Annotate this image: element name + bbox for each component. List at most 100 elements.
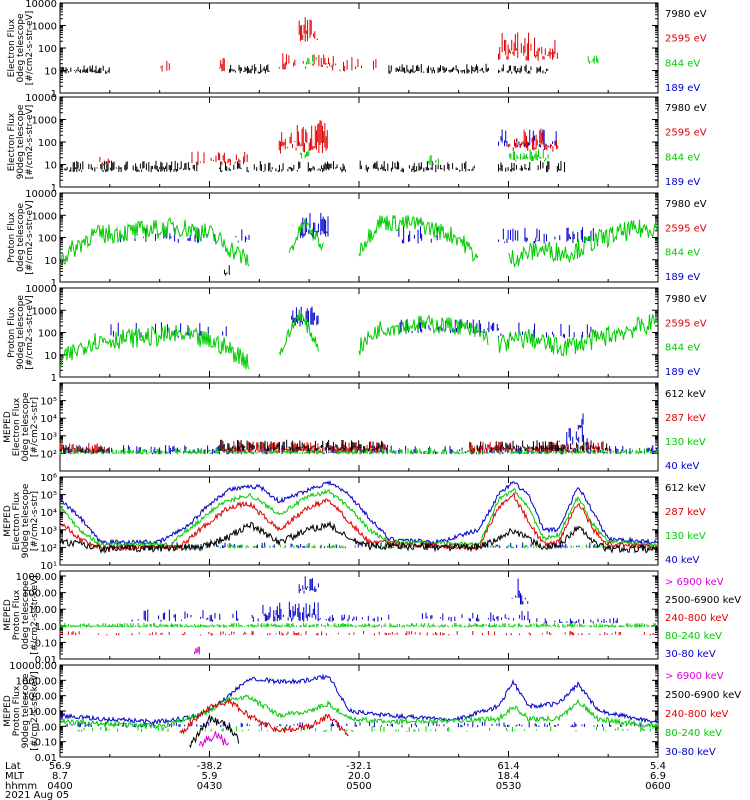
y-tick-label: 100 xyxy=(38,234,57,245)
y-tick-label: 10000 xyxy=(25,189,57,200)
panel-frame xyxy=(59,570,659,660)
series-line xyxy=(59,520,659,554)
legend-entry: 2595 eV xyxy=(665,128,707,139)
y-tick-label: 1000 xyxy=(32,211,57,222)
x-tick-label: 8.7 xyxy=(52,771,68,782)
y-axis-label: MEPED xyxy=(3,411,13,443)
x-row-label: hhmm xyxy=(5,781,37,792)
y-tick-label: 100 xyxy=(38,329,57,340)
y-tick-label: 10 xyxy=(44,161,57,172)
legend-entry: 30-80 keV xyxy=(665,747,716,758)
legend-entry: 2500-6900 keV xyxy=(665,595,741,606)
y-tick-label: 10⁶ xyxy=(40,473,57,484)
y-tick-label: 100 xyxy=(38,138,57,149)
y-axis-label: [#/cm2-s-str-keV] xyxy=(30,671,40,750)
x-tick-label: -38.2 xyxy=(197,761,223,772)
y-axis-label: 0deg telescope xyxy=(21,580,31,650)
y-axis-label: Electron Flux xyxy=(7,112,17,171)
y-axis-label: Proton Flux xyxy=(7,307,17,358)
y-tick-label: 10⁴ xyxy=(40,414,57,425)
series-line xyxy=(199,731,229,748)
y-tick-label: 10⁵ xyxy=(40,397,57,408)
legend-entry: > 6900 keV xyxy=(665,577,724,588)
y-tick-label: 10² xyxy=(40,543,57,554)
y-tick-label: 100.00 xyxy=(22,692,57,703)
y-tick-label: 10³ xyxy=(40,526,57,537)
y-axis-label: [#/cm2-s-str-eV] xyxy=(25,105,35,180)
y-tick-label: 10¹ xyxy=(40,561,57,572)
y-axis-label: [#/cm2-s-str] xyxy=(30,491,40,551)
series-line xyxy=(59,694,659,730)
y-axis-label: Proton Flux xyxy=(12,589,22,640)
y-tick-label: 1 xyxy=(51,278,57,289)
series-line xyxy=(59,673,659,725)
panel-frame xyxy=(59,96,659,188)
legend-entry: 844 eV xyxy=(665,248,700,259)
y-tick-label: 1.00 xyxy=(35,622,57,633)
legend-entry: 40 keV xyxy=(665,461,699,472)
panel-frame xyxy=(59,382,659,472)
legend-entry: 7980 eV xyxy=(665,103,707,114)
y-tick-label: 1000 xyxy=(32,22,57,33)
x-tick-label: 5.4 xyxy=(650,761,666,772)
y-axis-label: Electron Flux xyxy=(12,397,22,456)
legend-entry: 80-240 keV xyxy=(665,631,722,642)
y-tick-label: 100 xyxy=(38,44,57,55)
y-tick-label: 1 xyxy=(51,89,57,100)
x-tick-label: 56.9 xyxy=(49,761,71,772)
y-tick-label: 1 xyxy=(51,373,57,384)
panel-frame xyxy=(59,2,659,94)
series-line xyxy=(358,215,479,263)
series-line xyxy=(59,491,659,552)
y-axis-label: Proton Flux xyxy=(12,685,22,736)
y-tick-label: 10² xyxy=(40,449,57,460)
legend-entry: 240-800 keV xyxy=(665,613,729,624)
y-axis-label: Electron Flux xyxy=(12,491,22,550)
legend-entry: 240-800 keV xyxy=(665,709,729,720)
series-line xyxy=(59,217,250,267)
y-tick-label: 10000 xyxy=(25,0,57,10)
x-tick-label: 18.4 xyxy=(497,771,519,782)
y-tick-label: 10³ xyxy=(40,432,57,443)
y-tick-label: 0.01 xyxy=(35,655,57,666)
legend-entry: 844 eV xyxy=(665,58,700,69)
legend-entry: 189 eV xyxy=(665,367,700,378)
legend-entry: 844 eV xyxy=(665,152,700,163)
y-tick-label: 1000 xyxy=(32,306,57,317)
y-axis-label: 90deg telescope xyxy=(16,104,26,179)
legend-entry: 287 keV xyxy=(665,507,706,518)
y-axis-label: 90deg telescope xyxy=(21,483,31,558)
y-axis-label: 0deg telescope xyxy=(21,392,31,462)
y-axis-label: 90deg telescope xyxy=(21,673,31,748)
x-tick-label: 20.0 xyxy=(348,771,370,782)
legend-entry: 7980 eV xyxy=(665,294,707,305)
y-axis-label: [#/cm2-s-str-keV] xyxy=(30,575,40,654)
x-tick-label: 0600 xyxy=(645,781,670,792)
x-tick-label: 5.9 xyxy=(202,771,218,782)
y-axis-label: MEPED xyxy=(3,505,13,537)
y-tick-label: 10⁴ xyxy=(40,508,57,519)
x-tick-label: 0530 xyxy=(496,781,521,792)
y-tick-label: 10.00 xyxy=(28,707,57,718)
y-axis-label: Proton Flux xyxy=(7,212,17,263)
legend-entry: 2500-6900 keV xyxy=(665,690,741,701)
legend-entry: 7980 eV xyxy=(665,9,707,20)
legend-entry: 612 keV xyxy=(665,389,706,400)
series-line xyxy=(278,309,319,356)
legend-entry: 189 eV xyxy=(665,272,700,283)
y-tick-label: 1000.00 xyxy=(16,572,57,583)
y-tick-label: 1000 xyxy=(32,116,57,127)
legend-entry: 2595 eV xyxy=(665,318,707,329)
y-axis-label: 0deg telescope xyxy=(16,203,26,273)
y-axis-label: MEPED xyxy=(3,695,13,727)
y-tick-label: 1000.00 xyxy=(16,676,57,687)
legend-entry: 2595 eV xyxy=(665,223,707,234)
date-label: 2021 Aug 05 xyxy=(5,790,69,800)
y-axis-label: [#/cm2-s-str-eV] xyxy=(25,11,35,86)
series-line xyxy=(59,325,250,370)
x-tick-label: 0500 xyxy=(346,781,371,792)
y-tick-label: 0.10 xyxy=(35,638,57,649)
panel-frame xyxy=(59,287,659,378)
legend-entry: 30-80 keV xyxy=(665,649,716,660)
